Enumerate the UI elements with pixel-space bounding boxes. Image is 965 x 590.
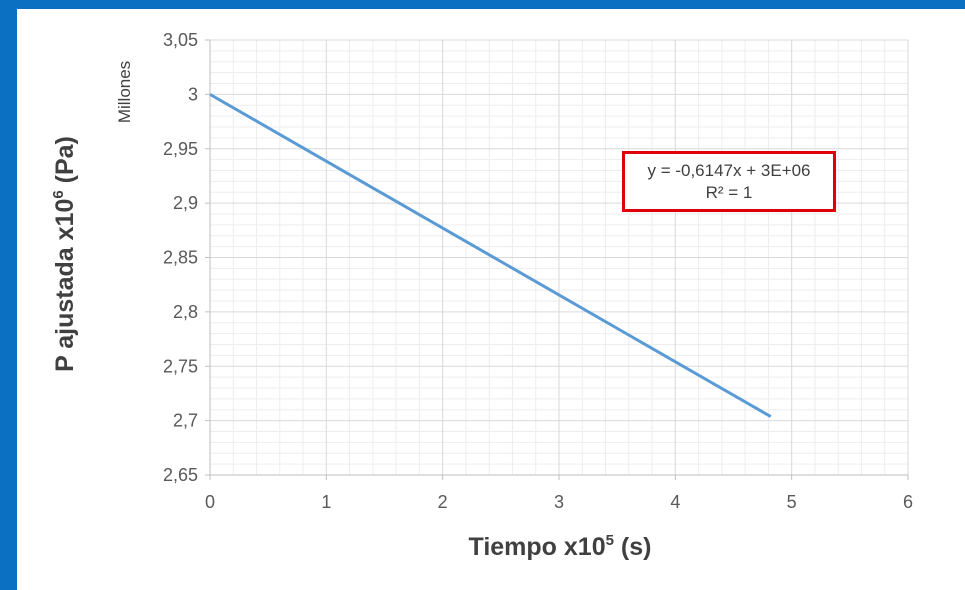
x-tick-label: 1 [321,492,331,512]
y-tick-label: 2,7 [173,411,198,431]
data-series [209,93,772,418]
major-gridlines [209,39,909,476]
y-axis-label-superscript: 6 [50,190,67,198]
y-axis-label-tail: (Pa) [51,136,79,190]
x-axis-label-tail: (s) [614,533,652,561]
y-tick-label: 2,75 [163,356,198,376]
y-tick-label: 2,65 [163,465,198,485]
y-units-label: Millones [115,61,134,123]
r-squared-label: R² = 1 [705,183,753,202]
x-tick-label: 0 [205,492,215,512]
x-tick-label: 3 [554,492,564,512]
y-tick-label: 3,05 [163,30,198,50]
y-tick-label: 2,8 [173,302,198,322]
y-axis-label-text: P ajustada x10 [51,199,79,372]
y-tick-label: 2,9 [173,193,198,213]
chart-axes [205,39,909,480]
trendline-equation-box: y = -0,6147x + 3E+06 R² = 1 [622,151,836,212]
x-tick-label: 5 [787,492,797,512]
y-tick-label: 3 [188,84,198,104]
x-axis-label: Tiempo x105 (s) [469,532,652,561]
x-tick-label: 4 [670,492,680,512]
x-axis-label-superscript: 5 [606,532,614,549]
y-tick-labels: 3,05 3 2,95 2,9 2,85 2,8 2,75 2,7 2,65 [163,30,198,485]
window-frame-top [0,0,965,9]
y-tick-label: 2,85 [163,248,198,268]
x-tick-label: 6 [903,492,913,512]
y-tick-label: 2,95 [163,139,198,159]
series-line [209,93,772,418]
x-tick-label: 2 [438,492,448,512]
x-tick-labels: 0 1 2 3 4 5 6 [205,492,913,512]
trendline-equation: y = -0,6147x + 3E+06 [647,161,811,180]
y-axis-label: P ajustada x106 (Pa) [50,136,79,372]
window-frame-left [0,0,17,590]
x-axis-label-text: Tiempo x10 [469,533,606,561]
